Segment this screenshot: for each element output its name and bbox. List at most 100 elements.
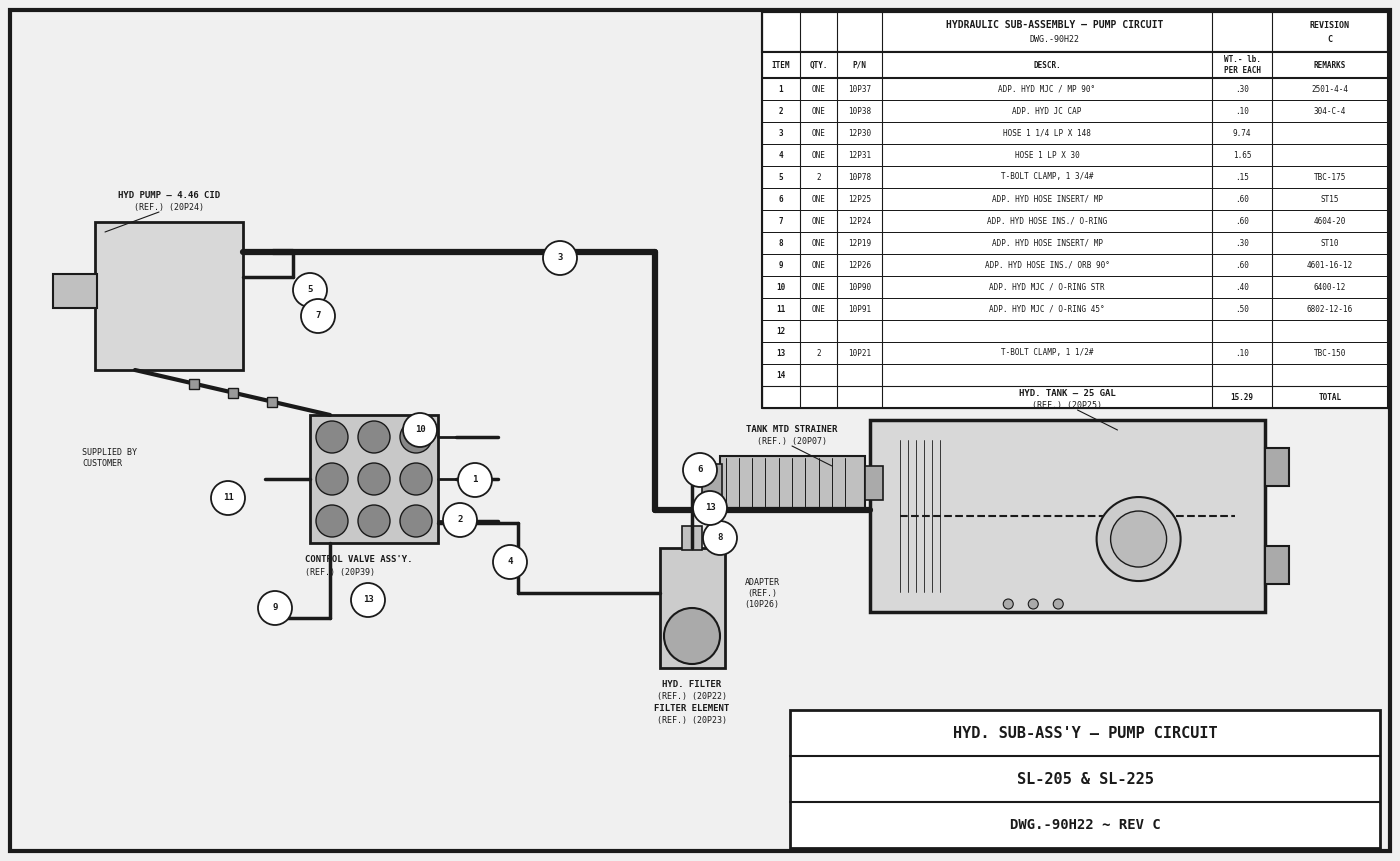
Circle shape <box>1096 497 1180 581</box>
Text: .30: .30 <box>1235 84 1249 94</box>
Text: ADP. HYD MJC / O-RING 45°: ADP. HYD MJC / O-RING 45° <box>990 305 1105 313</box>
Text: 12P25: 12P25 <box>848 195 871 203</box>
Text: 10P21: 10P21 <box>848 349 871 357</box>
Text: 6400-12: 6400-12 <box>1313 282 1347 292</box>
Bar <box>865 466 883 500</box>
Text: 2: 2 <box>458 516 462 524</box>
Text: .10: .10 <box>1235 349 1249 357</box>
Text: 10P90: 10P90 <box>848 282 871 292</box>
Text: (REF.) (20P24): (REF.) (20P24) <box>134 203 204 212</box>
Text: ONE: ONE <box>812 107 826 115</box>
Text: 6802-12-16: 6802-12-16 <box>1306 305 1354 313</box>
Circle shape <box>442 503 477 537</box>
Text: 5: 5 <box>778 172 784 182</box>
Text: (REF.) (20P22): (REF.) (20P22) <box>657 692 727 701</box>
Text: 12: 12 <box>777 326 785 336</box>
Text: 5: 5 <box>308 286 312 294</box>
Text: 13: 13 <box>777 349 785 357</box>
Text: 8: 8 <box>717 534 722 542</box>
Text: QTY.: QTY. <box>809 60 827 70</box>
Text: 11: 11 <box>777 305 785 313</box>
Text: 10P38: 10P38 <box>848 107 871 115</box>
Text: ONE: ONE <box>812 151 826 159</box>
Text: TBC-150: TBC-150 <box>1313 349 1347 357</box>
Text: CONTROL VALVE ASS'Y.: CONTROL VALVE ASS'Y. <box>305 555 413 564</box>
Text: .30: .30 <box>1235 238 1249 247</box>
Text: TBC-175: TBC-175 <box>1313 172 1347 182</box>
Circle shape <box>693 491 727 525</box>
Text: HOSE 1 LP X 30: HOSE 1 LP X 30 <box>1015 151 1079 159</box>
Text: (REF.) (20P23): (REF.) (20P23) <box>657 716 727 725</box>
Text: 3: 3 <box>778 128 784 138</box>
Circle shape <box>316 463 349 495</box>
Circle shape <box>301 299 335 333</box>
Text: P/N: P/N <box>853 60 867 70</box>
Bar <box>762 144 1387 166</box>
Text: 3: 3 <box>557 253 563 263</box>
Circle shape <box>403 413 437 447</box>
Circle shape <box>683 453 717 487</box>
Bar <box>762 364 1387 386</box>
Bar <box>720 456 865 510</box>
Text: .10: .10 <box>1235 107 1249 115</box>
Bar <box>869 420 1266 612</box>
Circle shape <box>400 421 433 453</box>
Circle shape <box>358 505 391 537</box>
Text: 2: 2 <box>778 107 784 115</box>
Text: 13: 13 <box>704 504 715 512</box>
Text: ONE: ONE <box>812 195 826 203</box>
Text: DWG.-90H22 ~ REV C: DWG.-90H22 ~ REV C <box>1009 818 1161 832</box>
Text: SUPPLIED BY
CUSTOMER: SUPPLIED BY CUSTOMER <box>83 448 137 468</box>
Text: T-BOLT CLAMP, 1 1/2#: T-BOLT CLAMP, 1 1/2# <box>1001 349 1093 357</box>
Circle shape <box>458 463 491 497</box>
Text: 13: 13 <box>363 596 374 604</box>
Text: 8: 8 <box>778 238 784 247</box>
Text: 9.74: 9.74 <box>1233 128 1252 138</box>
Text: HYD. SUB-ASS'Y – PUMP CIRCUIT: HYD. SUB-ASS'Y – PUMP CIRCUIT <box>952 726 1218 740</box>
Bar <box>762 254 1387 276</box>
Text: ST10: ST10 <box>1320 238 1340 247</box>
Circle shape <box>703 521 736 555</box>
Bar <box>762 12 1387 52</box>
Text: .60: .60 <box>1235 195 1249 203</box>
Text: ADP. HYD HOSE INSERT/ MP: ADP. HYD HOSE INSERT/ MP <box>991 238 1103 247</box>
Text: 12P26: 12P26 <box>848 261 871 269</box>
Text: 7: 7 <box>778 216 784 226</box>
Text: ONE: ONE <box>812 84 826 94</box>
Text: .40: .40 <box>1235 282 1249 292</box>
Text: 7: 7 <box>315 312 321 320</box>
Text: 9: 9 <box>273 604 277 612</box>
Text: 304-C-4: 304-C-4 <box>1313 107 1347 115</box>
Text: FILTER ELEMENT: FILTER ELEMENT <box>654 704 729 713</box>
Text: .60: .60 <box>1235 216 1249 226</box>
Bar <box>762 276 1387 298</box>
Text: 15.29: 15.29 <box>1231 393 1253 401</box>
Bar <box>762 166 1387 188</box>
Bar <box>227 387 238 398</box>
Text: 4: 4 <box>507 558 512 567</box>
Bar <box>762 342 1387 364</box>
Text: 11: 11 <box>223 493 234 503</box>
Text: ONE: ONE <box>812 238 826 247</box>
Text: 1.65: 1.65 <box>1233 151 1252 159</box>
Text: ONE: ONE <box>812 128 826 138</box>
Text: REVISION: REVISION <box>1310 22 1350 30</box>
Circle shape <box>258 591 293 625</box>
Text: TANK MTD STRAINER: TANK MTD STRAINER <box>746 425 837 434</box>
Text: ONE: ONE <box>812 282 826 292</box>
Text: ITEM: ITEM <box>771 60 790 70</box>
Text: 2: 2 <box>816 172 820 182</box>
Bar <box>762 386 1387 408</box>
Bar <box>309 415 438 543</box>
Text: 2: 2 <box>816 349 820 357</box>
Bar <box>53 274 97 308</box>
Bar <box>189 379 199 388</box>
Bar <box>1266 546 1289 584</box>
Text: ADAPTER
(REF.)
(10P26): ADAPTER (REF.) (10P26) <box>745 578 780 610</box>
Text: 2501-4-4: 2501-4-4 <box>1312 84 1348 94</box>
Text: 10P37: 10P37 <box>848 84 871 94</box>
Text: .50: .50 <box>1235 305 1249 313</box>
Circle shape <box>358 463 391 495</box>
Text: ADP. HYD HOSE INS./ O-RING: ADP. HYD HOSE INS./ O-RING <box>987 216 1107 226</box>
Circle shape <box>400 505 433 537</box>
